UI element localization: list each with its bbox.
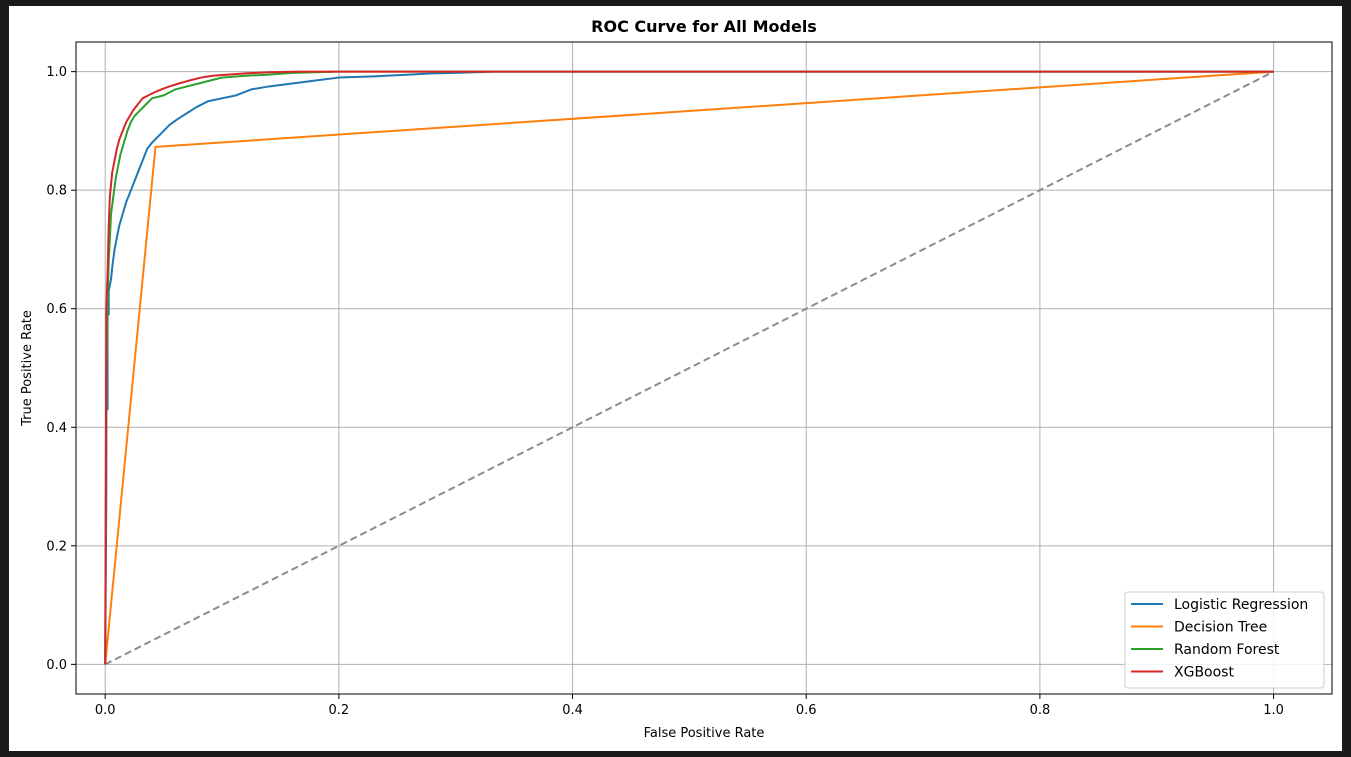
y-tick-label-4: 0.8 — [46, 184, 67, 199]
reference-diagonal-line — [104, 70, 1275, 666]
y-tick-label-3: 0.6 — [46, 302, 67, 317]
series-line-random-forest — [104, 70, 1274, 665]
y-tick-label-1: 0.2 — [46, 539, 67, 554]
legend-items: Logistic Regression Decision Tree Random F… — [1131, 597, 1308, 681]
y-tick-label-5: 1.0 — [46, 65, 67, 80]
plot-frame — [75, 41, 1333, 695]
y-axis-ticks: 0.0 0.2 0.4 0.6 0.8 1.0 — [46, 65, 76, 673]
x-axis-label: False Positive Rate — [644, 726, 765, 741]
series-line-logistic-regression — [104, 70, 1274, 665]
grid-lines — [76, 42, 1332, 694]
y-tick-label-0: 0.0 — [46, 658, 67, 673]
x-tick-label-1: 0.2 — [329, 703, 350, 718]
series-layer — [104, 70, 1274, 665]
legend-box — [1124, 591, 1325, 689]
x-tick-label-5: 1.0 — [1263, 703, 1284, 718]
legend-label-logistic-regression: Logistic Regression — [1174, 597, 1308, 613]
legend: Logistic Regression Decision Tree Random F… — [1124, 591, 1325, 689]
reference-line-layer — [104, 70, 1275, 666]
x-tick-label-2: 0.4 — [562, 703, 583, 718]
x-tick-label-0: 0.0 — [95, 703, 116, 718]
x-tick-label-4: 0.8 — [1030, 703, 1051, 718]
series-line-xgboost — [104, 70, 1274, 665]
legend-label-random-forest: Random Forest — [1174, 642, 1280, 658]
x-tick-label-3: 0.6 — [796, 703, 817, 718]
legend-label-xgboost: XGBoost — [1174, 665, 1234, 681]
y-tick-label-2: 0.4 — [46, 421, 67, 436]
series-line-decision-tree — [104, 70, 1274, 665]
chart-title: ROC Curve for All Models — [591, 17, 817, 36]
figure-canvas — [9, 6, 1342, 751]
legend-label-decision-tree: Decision Tree — [1174, 620, 1267, 636]
x-axis-ticks: 0.0 0.2 0.4 0.6 0.8 1.0 — [95, 694, 1284, 718]
y-axis-label: True Positive Rate — [20, 310, 35, 427]
